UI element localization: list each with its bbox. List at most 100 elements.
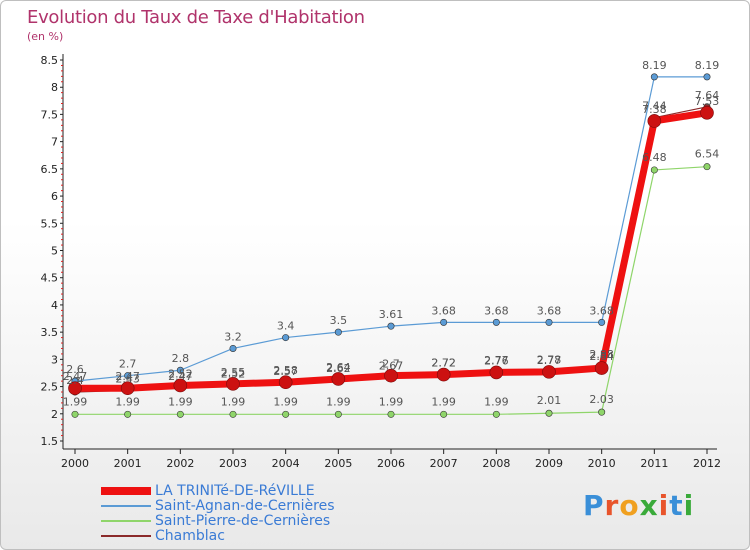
- data-label-chamblac: 2.52: [221, 367, 246, 380]
- data-point-saint-pierre: [703, 163, 711, 171]
- data-label-trinite: 2.77: [537, 354, 562, 367]
- data-label-chamblac: 2.47: [168, 370, 193, 383]
- y-tick-label: 2: [51, 408, 58, 421]
- data-label-chamblac: 7.64: [695, 89, 720, 102]
- data-label-saint-pierre: 6.54: [695, 148, 720, 161]
- data-point-saint-agnan: [176, 366, 184, 374]
- y-tick-label: 4: [51, 299, 58, 312]
- data-label-saint-pierre: 1.99: [221, 395, 246, 408]
- y-tick-label: 7: [51, 136, 58, 149]
- y-tick-label: 6.5: [41, 163, 59, 176]
- data-point-saint-agnan: [650, 73, 658, 81]
- data-label-trinite: 2.47: [115, 370, 140, 383]
- series-line-saint-agnan: [74, 76, 707, 382]
- data-point-saint-pierre: [440, 410, 448, 418]
- y-tick-label: 3.5: [41, 326, 59, 339]
- data-point-saint-agnan: [282, 334, 290, 342]
- data-label-saint-pierre: 2.01: [537, 394, 562, 407]
- logo-letter: o: [619, 489, 640, 522]
- x-tick-label: 2006: [377, 457, 405, 470]
- data-label-saint-agnan: 3.68: [431, 304, 456, 317]
- data-point-saint-pierre: [229, 410, 237, 418]
- logo-letter: t: [669, 489, 684, 522]
- data-label-chamblac: 2.72: [431, 357, 456, 370]
- data-point-trinite: [594, 361, 609, 375]
- x-tick-label: 2010: [588, 457, 616, 470]
- data-point-saint-agnan: [334, 328, 342, 336]
- x-tick-label: 2000: [61, 457, 89, 470]
- data-point-saint-pierre: [176, 410, 184, 418]
- data-point-trinite: [331, 372, 346, 386]
- data-label-saint-agnan: 3.5: [330, 314, 348, 327]
- data-point-saint-pierre: [650, 166, 658, 174]
- data-point-saint-agnan: [440, 318, 448, 326]
- y-tick-label: 4.5: [41, 272, 59, 285]
- data-point-saint-pierre: [545, 409, 553, 417]
- data-point-saint-agnan: [545, 318, 553, 326]
- data-point-trinite: [489, 365, 504, 380]
- data-label-chamblac: 2.4: [66, 374, 84, 387]
- y-tick-label: 8.5: [41, 54, 59, 67]
- data-label-saint-agnan: 3.68: [537, 304, 562, 317]
- legend-label: Saint-Agnan-de-Cernières: [155, 498, 335, 514]
- data-label-chamblac: 2.57: [273, 365, 298, 378]
- x-tick-label: 2002: [166, 457, 194, 470]
- data-point-saint-pierre: [124, 410, 132, 418]
- data-label-saint-agnan: 3.4: [277, 320, 295, 333]
- data-label-saint-agnan: 2.7: [119, 358, 137, 371]
- data-label-saint-pierre: 1.99: [115, 395, 140, 408]
- data-label-trinite: 2.7: [382, 358, 400, 371]
- legend-swatch: [101, 505, 151, 507]
- logo-letter: i: [683, 489, 695, 522]
- y-tick-label: 8: [51, 81, 58, 94]
- data-point-saint-agnan: [229, 344, 237, 352]
- data-label-trinite: 2.72: [431, 357, 456, 370]
- data-label-saint-agnan: 3.68: [589, 304, 614, 317]
- data-label-trinite: 2.84: [589, 350, 614, 363]
- data-point-saint-pierre: [71, 410, 79, 418]
- data-point-saint-pierre: [598, 408, 606, 416]
- data-label-trinite: 2.55: [221, 366, 246, 379]
- y-tick-label: 7.5: [41, 108, 59, 121]
- data-label-chamblac: 2.67: [379, 359, 404, 372]
- data-point-saint-pierre: [492, 410, 500, 418]
- x-tick-label: 2001: [114, 457, 142, 470]
- data-label-chamblac: 2.62: [326, 362, 351, 375]
- data-label-saint-pierre: 1.99: [168, 395, 193, 408]
- logo-letter: x: [639, 489, 659, 522]
- data-label-saint-agnan: 3.61: [379, 308, 404, 321]
- data-label-trinite: 2.58: [273, 364, 298, 377]
- x-tick-label: 2007: [430, 457, 458, 470]
- data-point-trinite: [700, 105, 714, 120]
- data-label-saint-agnan: 3.68: [484, 304, 509, 317]
- y-tick-label: 1.5: [41, 435, 59, 448]
- y-tick-label: 5.5: [41, 217, 59, 230]
- data-point-trinite: [120, 381, 135, 396]
- data-point-saint-pierre: [282, 410, 290, 418]
- data-label-saint-pierre: 1.99: [326, 395, 351, 408]
- data-label-trinite: 7.53: [695, 95, 720, 108]
- data-point-saint-agnan: [492, 318, 500, 326]
- data-label-saint-pierre: 1.99: [379, 395, 404, 408]
- data-label-chamblac: 2.78: [537, 353, 562, 366]
- logo-letter: i: [658, 489, 670, 522]
- data-point-saint-agnan: [124, 372, 132, 380]
- data-label-saint-pierre: 6.48: [642, 151, 667, 164]
- data-label-saint-pierre: 1.99: [431, 395, 456, 408]
- legend-label: LA TRINITé-DE-RéVILLE: [155, 483, 315, 499]
- y-tick-label: 5: [51, 245, 58, 258]
- data-label-trinite: 7.38: [642, 103, 667, 116]
- data-label-saint-pierre: 2.03: [589, 393, 614, 406]
- data-label-trinite: 2.47: [63, 370, 88, 383]
- legend-swatch: [101, 520, 151, 522]
- data-point-saint-agnan: [387, 322, 395, 330]
- data-label-trinite: 2.76: [484, 354, 509, 367]
- x-tick-label: 2009: [535, 457, 563, 470]
- chart-title: Evolution du Taux de Taxe d'Habitation: [27, 7, 365, 28]
- data-label-chamblac: 2.43: [115, 372, 140, 385]
- data-label-chamblac: 7.44: [642, 100, 667, 113]
- data-point-saint-pierre: [334, 410, 342, 418]
- data-label-saint-agnan: 2.6: [66, 363, 84, 376]
